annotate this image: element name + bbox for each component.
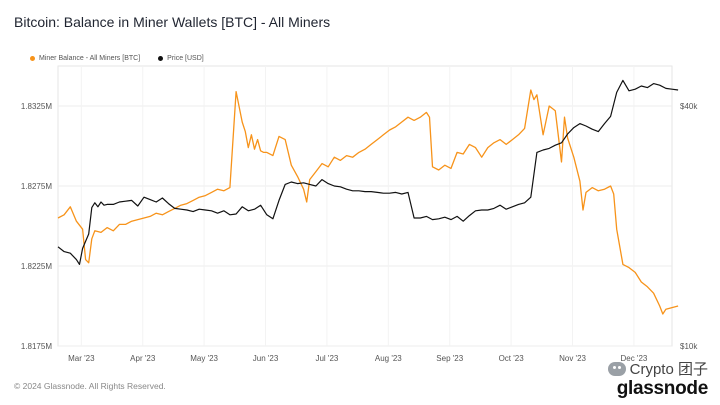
x-tick-label: May '23 (190, 354, 218, 363)
y-right-tick-label: $40k (680, 102, 698, 111)
legend-item-price[interactable]: Price [USD] (158, 55, 204, 62)
x-tick-label: Sep '23 (436, 354, 463, 363)
y-left-tick-label: 1.8175M (21, 342, 52, 351)
axis-layer: 1.8175M 1.8225M 1.8275M 1.8325M $10k $40k Mar … (21, 102, 698, 363)
brand-logo: glassnode (616, 378, 709, 399)
x-tick-label: Apr '23 (130, 354, 156, 363)
plot-frame (57, 65, 673, 347)
legend-label: Miner Balance - All Miners [BTC] (39, 55, 141, 62)
watermark-text: Crypto 团子 (629, 361, 708, 378)
legend-label: Price [USD] (167, 55, 204, 62)
legend-dot-icon (30, 56, 35, 61)
series-layer (57, 79, 679, 315)
x-tick-label: Aug '23 (375, 354, 402, 363)
series-line-miner-balance (57, 89, 679, 315)
x-tick-label: Oct '23 (499, 354, 525, 363)
y-left-tick-label: 1.8325M (21, 102, 52, 111)
series-line-price (57, 79, 679, 265)
y-left-tick-label: 1.8275M (21, 182, 52, 191)
chart-title: Bitcoin: Balance in Miner Wallets [BTC] … (14, 14, 331, 30)
x-tick-label: Jul '23 (315, 354, 338, 363)
watermark: Crypto 团子 glassnode (607, 358, 709, 399)
legend-item-miner-balance[interactable]: Miner Balance - All Miners [BTC] (30, 55, 140, 62)
wechat-icon (607, 361, 626, 376)
x-tick-label: Jun '23 (253, 354, 279, 363)
y-right-tick-label: $10k (680, 342, 698, 351)
chart-legend: Miner Balance - All Miners [BTC] Price [… (30, 55, 204, 62)
y-left-tick-label: 1.8225M (21, 262, 52, 271)
legend-dot-icon (158, 56, 164, 61)
x-tick-label: Dec '23 (620, 354, 647, 363)
copyright-text: © 2024 Glassnode. All Rights Reserved. (14, 381, 166, 391)
x-tick-label: Mar '23 (68, 354, 95, 363)
grid-layer (57, 65, 673, 347)
x-tick-label: Nov '23 (559, 354, 586, 363)
